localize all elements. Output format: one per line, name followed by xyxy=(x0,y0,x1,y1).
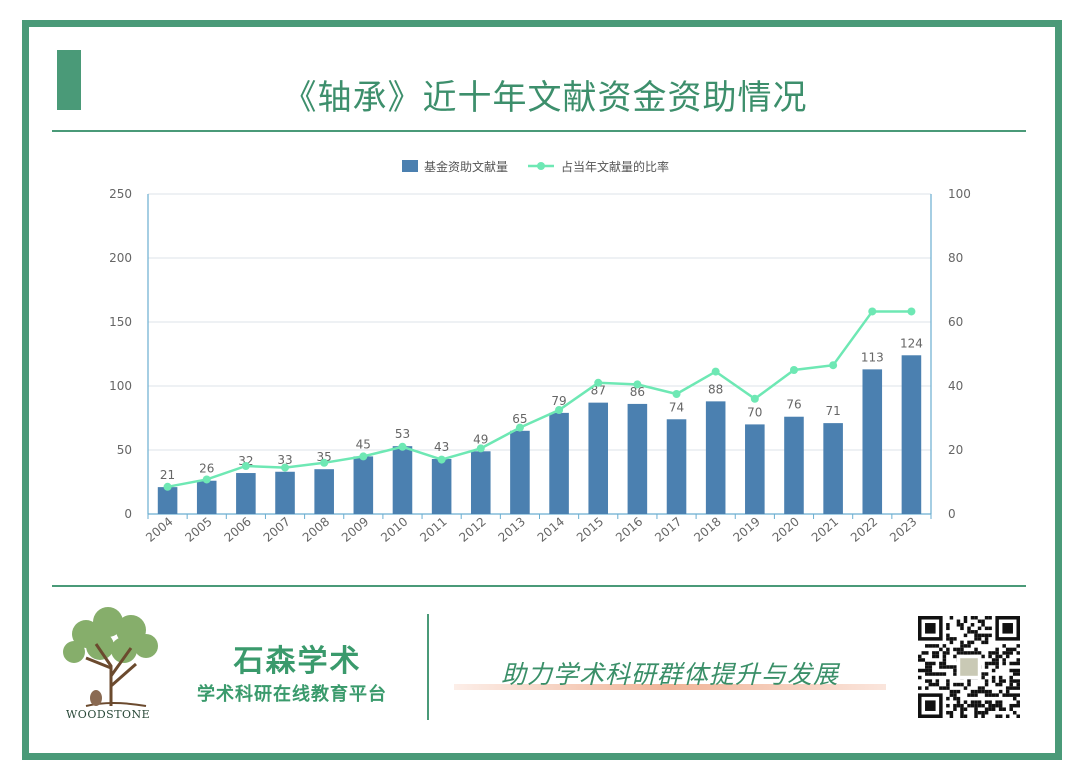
footer-divider xyxy=(52,585,1026,587)
page-title: 《轴承》近十年文献资金资助情况 xyxy=(282,78,808,118)
ratio-line xyxy=(167,310,912,489)
ratio-point-2008 xyxy=(320,458,329,467)
bar-value-label: 86 xyxy=(630,385,645,399)
y-left-tick-label: 250 xyxy=(109,187,132,201)
bar-value-label: 32 xyxy=(238,454,253,468)
ratio-point-2021 xyxy=(829,361,838,370)
bar-2020 xyxy=(784,416,804,514)
bar-value-label: 79 xyxy=(551,394,566,408)
y-right-tick-label: 100 xyxy=(948,187,971,201)
bar-2004 xyxy=(157,487,178,514)
legend-line-label: 占当年文献量的比率 xyxy=(561,159,669,174)
bar-value-label: 33 xyxy=(277,453,292,467)
y-right-tick-label: 20 xyxy=(948,443,963,457)
ratio-point-2014 xyxy=(555,406,564,414)
slogan: 助力学术科研群体提升与发展 xyxy=(500,660,839,689)
bar-2011 xyxy=(431,458,452,514)
y-left-tick-label: 150 xyxy=(109,315,132,329)
qr-code-icon[interactable] xyxy=(918,616,1020,718)
ratio-point-2005 xyxy=(202,475,211,484)
legend-line-dot xyxy=(537,162,545,170)
bar-2014 xyxy=(549,412,569,514)
ratio-point-2009 xyxy=(359,452,368,461)
ratio-point-2006 xyxy=(241,462,250,470)
bar-2013 xyxy=(510,430,530,514)
bar-value-label: 53 xyxy=(395,427,410,441)
ratio-point-2011 xyxy=(437,455,446,464)
bar-value-label: 87 xyxy=(591,384,606,398)
ratio-point-2010 xyxy=(398,442,407,451)
ratio-point-2017 xyxy=(672,390,681,398)
footer-separator xyxy=(427,614,429,720)
bar-2021 xyxy=(823,423,843,514)
bar-value-label: 26 xyxy=(199,462,214,476)
ratio-point-2018 xyxy=(711,367,720,376)
ratio-point-2016 xyxy=(633,380,642,389)
bar-2019 xyxy=(745,424,765,514)
bar-value-label: 49 xyxy=(473,432,488,446)
y-left-tick-label: 100 xyxy=(109,379,132,393)
ratio-point-2012 xyxy=(476,444,485,453)
title-divider xyxy=(52,130,1026,132)
ratio-point-2015 xyxy=(594,378,603,387)
bar-2015 xyxy=(588,402,609,514)
slogan-underline xyxy=(454,684,886,690)
ratio-point-2013 xyxy=(515,423,524,432)
bar-2017 xyxy=(666,419,687,514)
bar-value-label: 76 xyxy=(786,398,801,412)
bar-value-label: 88 xyxy=(708,382,723,396)
bar-2010 xyxy=(392,446,413,514)
bar-value-label: 45 xyxy=(356,437,371,451)
y-right-tick-label: 60 xyxy=(948,315,963,329)
bar-value-label: 71 xyxy=(825,404,840,418)
y-right-tick-label: 0 xyxy=(948,507,956,521)
bar-value-label: 124 xyxy=(900,336,923,350)
bar-value-label: 35 xyxy=(317,450,332,464)
title-accent-bar xyxy=(57,50,81,110)
legend-bar-label: 基金资助文献量 xyxy=(424,159,508,174)
bar-2012 xyxy=(470,451,491,514)
ratio-point-2007 xyxy=(281,463,290,472)
y-left-tick-label: 0 xyxy=(124,507,132,521)
chart-canvas: 0 50 100 150 200 250 0 20 40 60 80 100 21 26 32 33 35 45 5… xyxy=(109,159,971,545)
bar-2005 xyxy=(196,480,217,514)
bar-2022 xyxy=(862,369,883,514)
brand-tagline: 学术科研在线教育平台 xyxy=(197,684,387,705)
bar-2009 xyxy=(353,456,374,514)
page-frame xyxy=(22,20,1062,760)
ratio-point-2004 xyxy=(163,482,172,491)
y-left-tick-label: 50 xyxy=(117,443,132,457)
tree-logo-icon xyxy=(63,607,158,707)
y-right-tick-label: 40 xyxy=(948,379,963,393)
ratio-point-2023 xyxy=(907,307,916,316)
ratio-point-2022 xyxy=(868,307,877,316)
ratio-point-2019 xyxy=(750,394,759,403)
bar-2006 xyxy=(236,473,256,514)
bar-value-label: 113 xyxy=(861,350,884,364)
bar-value-label: 21 xyxy=(160,468,175,482)
bar-2016 xyxy=(627,403,648,514)
bar-value-label: 70 xyxy=(747,405,762,419)
bar-2007 xyxy=(275,471,295,514)
bar-2023 xyxy=(901,355,922,514)
legend-bar-swatch xyxy=(402,160,418,172)
bar-value-label: 65 xyxy=(512,412,527,426)
bar-value-label: 43 xyxy=(434,440,449,454)
bar-2018 xyxy=(705,401,726,514)
bar-value-label: 74 xyxy=(669,400,684,414)
logo-text: WOODSTONE xyxy=(66,708,151,721)
brand-name: 石森学术 xyxy=(233,644,362,679)
bar-2008 xyxy=(314,469,334,514)
y-left-tick-label: 200 xyxy=(109,251,132,265)
y-right-tick-label: 80 xyxy=(948,251,963,265)
ratio-point-2020 xyxy=(789,366,798,374)
